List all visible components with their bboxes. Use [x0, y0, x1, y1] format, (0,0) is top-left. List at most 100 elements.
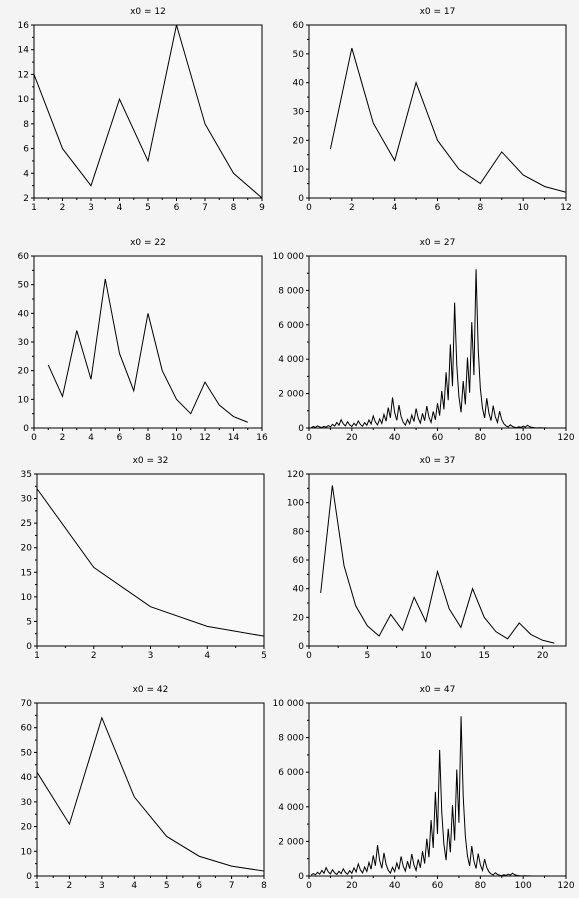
x-tick-label: 120 [557, 433, 574, 443]
y-tick-label: 14 [18, 46, 30, 56]
x-tick-label: 4 [117, 203, 123, 213]
y-tick-label: 30 [21, 798, 33, 808]
y-tick-label: 50 [18, 281, 30, 291]
y-tick-label: 6 000 [278, 321, 304, 331]
x-tick-label: 4 [131, 881, 137, 891]
y-tick-label: 2 000 [278, 837, 304, 847]
chart-title: x0 = 27 [420, 238, 456, 248]
x-tick-label: 4 [392, 203, 398, 213]
x-tick-label: 10 [171, 433, 183, 443]
x-tick-label: 10 [517, 203, 529, 213]
chart-panel-7: x0 = 42 1 2 3 4 5 6 7 8 0 10 20 30 40 50 60 70 [21, 685, 268, 891]
y-tick-label: 20 [21, 823, 33, 833]
x-tick-label: 1 [31, 203, 37, 213]
x-tick-label: 8 [231, 203, 237, 213]
y-tick-label: 60 [18, 252, 30, 262]
x-tick-label: 60 [432, 433, 444, 443]
y-tick-label: 40 [293, 79, 305, 89]
x-tick-label: 9 [259, 203, 265, 213]
chart-panel-8: x0 = 47 0 20 40 60 80 100 120 0 2 000 4 000 6 000 8 … [273, 685, 575, 891]
y-tick-label: 60 [21, 724, 33, 734]
x-tick-label: 1 [34, 881, 40, 891]
plot-frame [33, 255, 263, 429]
x-tick-label: 3 [148, 651, 154, 661]
y-tick-label: 10 [21, 593, 33, 603]
series-line [33, 24, 263, 199]
x-tick-label: 40 [389, 881, 401, 891]
x-tick-label: 6 [174, 203, 180, 213]
y-tick-label: 6 [23, 145, 29, 155]
x-tick-label: 80 [475, 881, 487, 891]
x-tick-label: 12 [199, 433, 210, 443]
x-tick-label: 4 [204, 651, 210, 661]
chart-title: x0 = 42 [133, 685, 169, 695]
series-line [310, 269, 549, 429]
x-tick-label: 10 [420, 651, 432, 661]
series-line [47, 278, 248, 423]
y-tick-label: 40 [18, 309, 30, 319]
chart-panel-3: x0 = 22 0 2 4 6 8 10 12 14 16 0 10 20 30 40 50 60 [18, 238, 268, 443]
plot-frame [36, 473, 265, 647]
plot-frame [308, 702, 567, 877]
x-tick-label: 6 [196, 881, 202, 891]
y-tick-label: 50 [21, 748, 33, 758]
x-tick-label: 5 [365, 651, 371, 661]
x-tick-label: 3 [88, 203, 94, 213]
x-tick-label: 7 [229, 881, 235, 891]
x-tick-label: 8 [145, 433, 151, 443]
y-tick-label: 10 000 [273, 699, 305, 709]
y-tick-label: 8 000 [278, 734, 304, 744]
y-tick-label: 2 [23, 194, 29, 204]
y-tick-label: 8 000 [278, 286, 304, 296]
x-tick-label: 7 [202, 203, 208, 213]
x-tick-label: 0 [306, 651, 312, 661]
x-tick-label: 20 [346, 433, 358, 443]
y-tick-label: 0 [298, 872, 304, 882]
y-tick-label: 60 [293, 556, 305, 566]
y-tick-label: 40 [21, 773, 33, 783]
plot-frame [36, 702, 265, 877]
y-tick-label: 4 000 [278, 355, 304, 365]
series-line [320, 485, 555, 644]
x-tick-label: 12 [560, 203, 571, 213]
y-tick-label: 10 000 [273, 252, 305, 262]
x-tick-label: 5 [164, 881, 170, 891]
y-tick-label: 8 [23, 120, 29, 130]
y-tick-label: 35 [21, 470, 32, 480]
chart-title: x0 = 32 [133, 456, 169, 466]
series-line [310, 716, 534, 877]
x-tick-label: 2 [67, 881, 73, 891]
y-tick-label: 4 [23, 169, 29, 179]
y-tick-label: 0 [298, 424, 304, 434]
y-tick-label: 12 [18, 70, 29, 80]
y-tick-label: 6 000 [278, 768, 304, 778]
y-tick-label: 4 000 [278, 803, 304, 813]
y-tick-label: 70 [21, 699, 33, 709]
chart-panel-6: x0 = 37 0 5 10 15 20 0 20 40 60 80 100 120 [287, 456, 567, 661]
plot-frame [308, 24, 567, 199]
y-tick-label: 0 [26, 872, 32, 882]
y-tick-label: 120 [287, 470, 304, 480]
y-tick-label: 30 [293, 108, 305, 118]
y-tick-label: 0 [23, 424, 29, 434]
y-tick-label: 16 [18, 21, 30, 31]
y-tick-label: 50 [293, 50, 305, 60]
y-tick-label: 25 [21, 519, 32, 529]
plot-frame [308, 255, 567, 429]
x-tick-label: 8 [261, 881, 267, 891]
y-tick-label: 10 [21, 847, 33, 857]
x-tick-label: 80 [475, 433, 487, 443]
x-tick-label: 15 [479, 651, 490, 661]
chart-title: x0 = 37 [420, 456, 456, 466]
x-tick-label: 20 [346, 881, 358, 891]
chart-panel-4: x0 = 27 0 20 40 60 80 100 120 0 2 000 4 000 6 000 8 … [273, 238, 575, 443]
y-tick-label: 60 [293, 21, 305, 31]
x-tick-label: 100 [515, 433, 532, 443]
x-tick-label: 100 [515, 881, 532, 891]
x-tick-label: 2 [91, 651, 97, 661]
x-tick-label: 2 [349, 203, 355, 213]
x-tick-label: 2 [60, 203, 66, 213]
y-tick-label: 10 [18, 395, 30, 405]
